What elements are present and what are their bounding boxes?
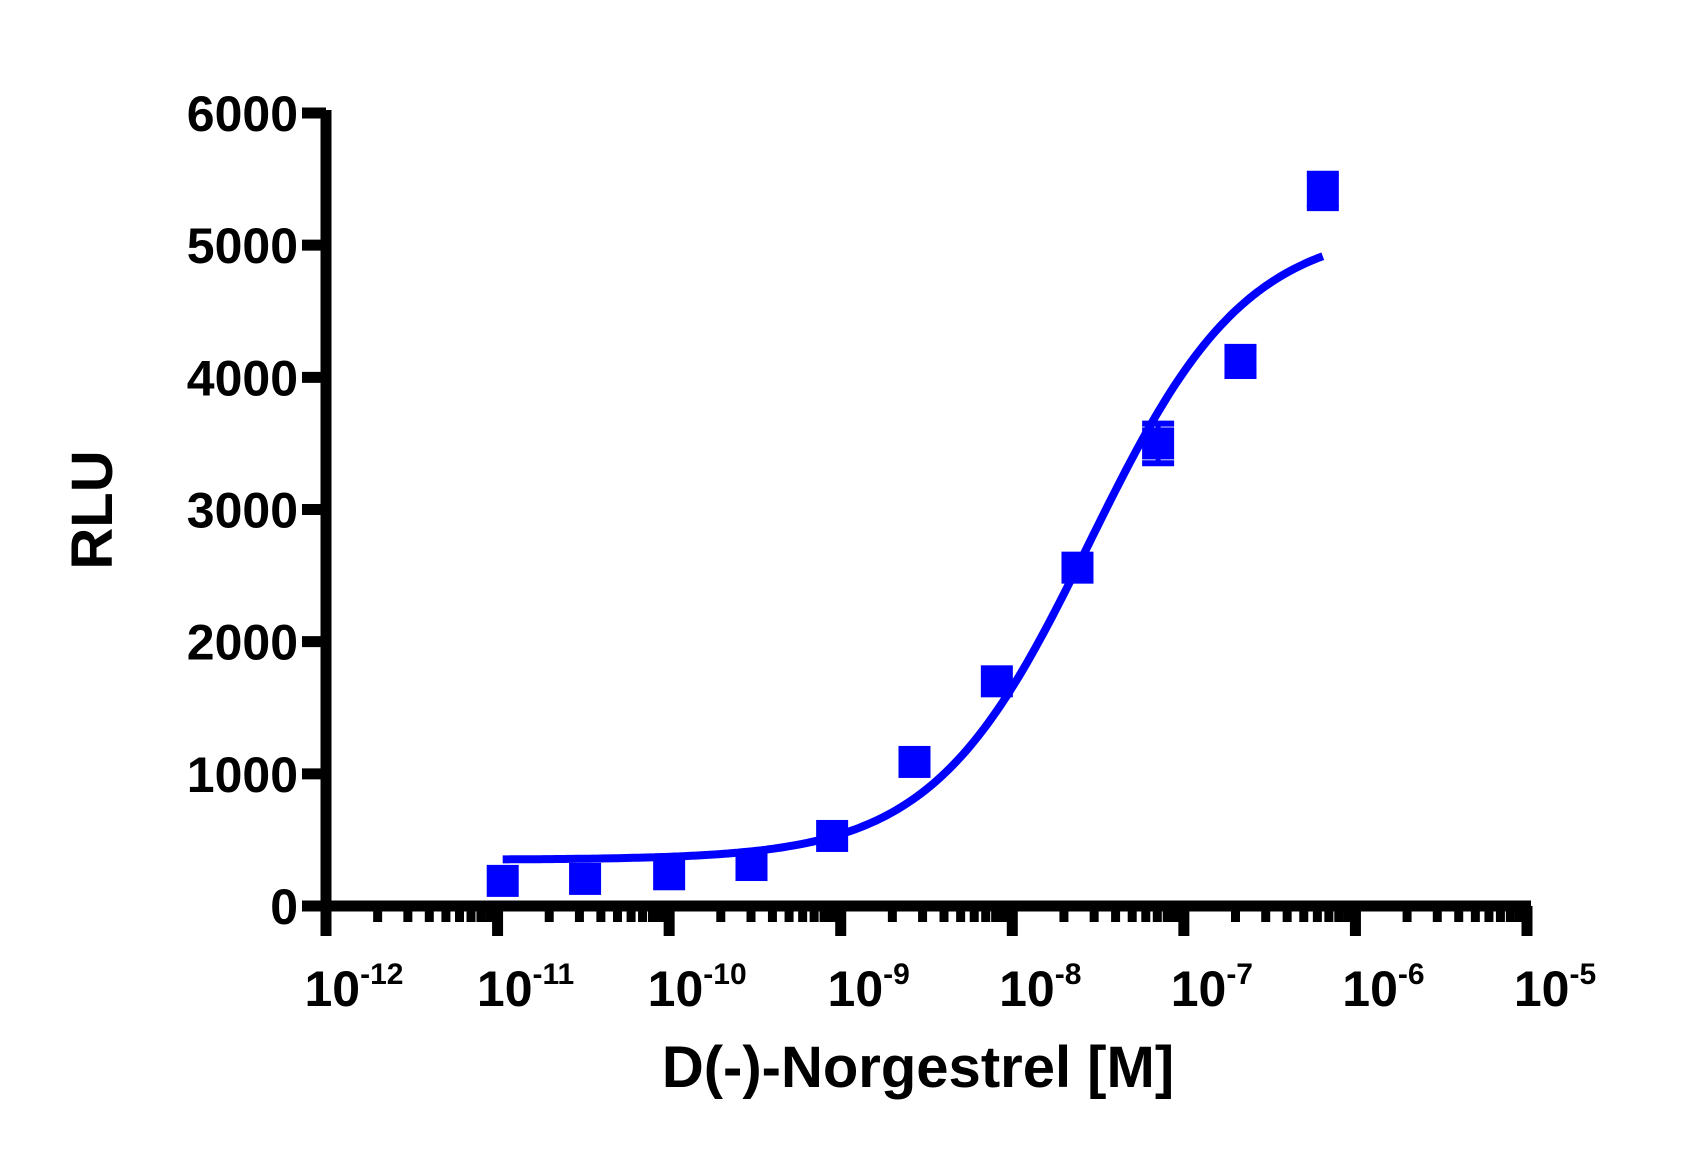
data-point	[486, 864, 519, 897]
square-marker	[816, 819, 849, 852]
axes	[302, 107, 1533, 936]
square-marker	[898, 745, 931, 778]
data-points	[486, 170, 1339, 897]
y-axis-title: RLU	[60, 450, 125, 569]
y-tick-label: 0	[270, 879, 298, 935]
x-tick-label: 10-8	[999, 958, 1081, 1017]
x-tick-label: 10-9	[828, 958, 910, 1017]
square-marker	[1306, 174, 1339, 207]
data-point	[653, 858, 686, 891]
axis-labels: 0 1000 2000 3000 4000 5000 6000 10-12 10-11 10-10…	[187, 86, 1596, 1017]
fit-line	[502, 252, 1325, 864]
x-tick-label: 10-7	[1171, 958, 1253, 1017]
data-point	[569, 862, 602, 895]
data-point	[1306, 170, 1339, 212]
square-marker	[735, 849, 768, 882]
y-tick-label: 6000	[187, 86, 298, 142]
x-tick-label: 10-10	[648, 958, 747, 1017]
square-marker	[1224, 345, 1257, 378]
data-point	[1061, 551, 1094, 584]
y-tick-label: 2000	[187, 615, 298, 671]
square-marker	[653, 858, 686, 891]
y-tick-label: 5000	[187, 218, 298, 274]
data-point	[1224, 343, 1257, 380]
fit-curve	[502, 252, 1325, 864]
x-tick-label: 10-6	[1342, 958, 1424, 1017]
square-marker	[569, 862, 602, 895]
square-marker	[980, 665, 1013, 698]
square-marker	[1061, 551, 1094, 584]
data-point	[980, 665, 1013, 698]
y-tick-label: 1000	[187, 747, 298, 803]
square-marker	[486, 864, 519, 897]
x-tick-label: 10-11	[477, 958, 574, 1017]
data-point	[735, 849, 768, 882]
data-point	[898, 745, 931, 778]
x-tick-label: 10-12	[305, 958, 404, 1017]
data-point	[1142, 420, 1175, 467]
x-tick-label: 10-5	[1514, 958, 1596, 1017]
y-tick-label: 3000	[187, 483, 298, 539]
y-tick-label: 4000	[187, 350, 298, 406]
square-marker	[1142, 427, 1175, 460]
x-axis-title: D(-)-Norgestrel [M]	[662, 1035, 1174, 1100]
data-point	[816, 819, 849, 852]
